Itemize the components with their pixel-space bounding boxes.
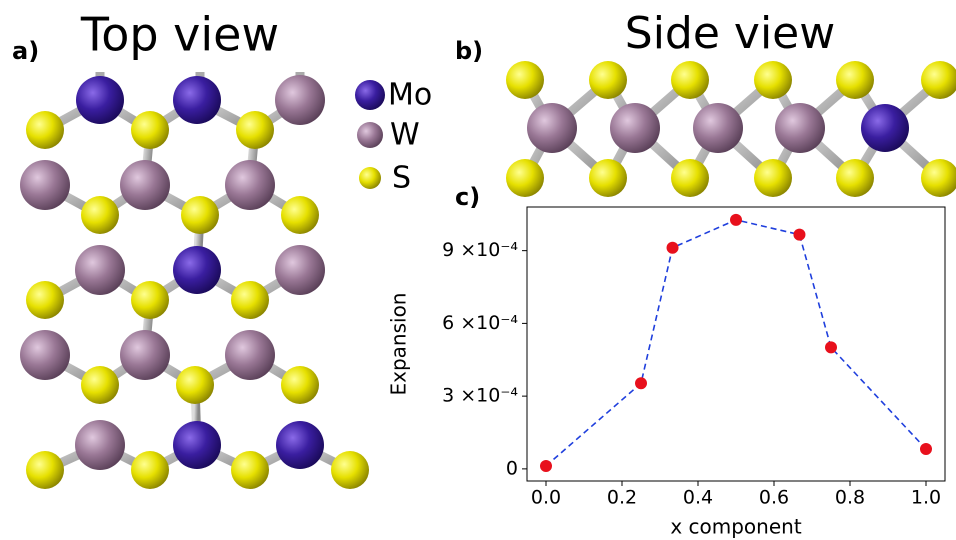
atom (26, 281, 64, 319)
data-point (540, 460, 552, 472)
atom (120, 330, 170, 380)
data-point (793, 229, 805, 241)
atom (775, 103, 825, 153)
legend-label: Mo (388, 78, 432, 113)
atom (173, 246, 221, 294)
atom (754, 159, 792, 197)
atom (81, 196, 119, 234)
atom (26, 111, 64, 149)
y-tick-label: 9 ×10⁻⁴ (442, 239, 518, 261)
panel-title: Top view (80, 8, 279, 62)
structures (20, 61, 956, 489)
y-tick-label: 0 (506, 457, 518, 479)
atom (231, 281, 269, 319)
y-tick-label: 3 ×10⁻⁴ (442, 385, 518, 407)
atom (589, 61, 627, 99)
x-tick-label: 0.2 (607, 487, 637, 509)
atom (81, 366, 119, 404)
legend-label: W (390, 118, 420, 153)
x-tick-label: 0.4 (683, 487, 713, 509)
atom (275, 245, 325, 295)
atom (231, 451, 269, 489)
legend-label: S (392, 161, 411, 196)
atom (861, 104, 909, 152)
series-line (546, 220, 926, 466)
atom (836, 61, 874, 99)
panel-label: a) (12, 37, 39, 65)
atom (173, 421, 221, 469)
legend-swatch (357, 122, 383, 148)
atom (76, 76, 124, 124)
y-tick-label: 6 ×10⁻⁴ (442, 312, 518, 334)
atom (75, 420, 125, 470)
y-axis-label: Expansion (387, 293, 411, 396)
atom (836, 159, 874, 197)
atom (754, 61, 792, 99)
atom (225, 160, 275, 210)
data-point (920, 443, 932, 455)
atom (75, 245, 125, 295)
data-point (825, 341, 837, 353)
plot-frame (527, 207, 945, 481)
atom (236, 111, 274, 149)
atom (527, 103, 577, 153)
atom (275, 75, 325, 125)
panel-label: b) (455, 37, 483, 65)
figure: a) b) c) Top view Side view Mo W S 0.00.… (0, 0, 956, 540)
legend-swatch (359, 167, 381, 189)
atom (120, 160, 170, 210)
atom (281, 366, 319, 404)
x-axis-label: x component (670, 515, 801, 539)
atom (181, 196, 219, 234)
atom (173, 76, 221, 124)
atom (20, 160, 70, 210)
x-tick-label: 0.6 (759, 487, 789, 509)
atom (693, 103, 743, 153)
atom (225, 330, 275, 380)
atom (131, 281, 169, 319)
atom (589, 159, 627, 197)
atom (131, 111, 169, 149)
atom (281, 196, 319, 234)
atom (176, 366, 214, 404)
panel-label: c) (455, 183, 480, 211)
atom (131, 451, 169, 489)
atom (276, 421, 324, 469)
atom (506, 159, 544, 197)
x-tick-label: 0.0 (531, 487, 561, 509)
atom (26, 451, 64, 489)
x-tick-label: 0.8 (835, 487, 865, 509)
x-tick-label: 1.0 (911, 487, 941, 509)
data-point (635, 377, 647, 389)
atom (671, 159, 709, 197)
data-point (730, 214, 742, 226)
panel-title: Side view (625, 8, 835, 59)
atom (610, 103, 660, 153)
atom (331, 451, 369, 489)
atom (506, 61, 544, 99)
atom (671, 61, 709, 99)
data-point (667, 242, 679, 254)
chart: 0.0 0.2 0.4 0.6 0.8 1.0 0 3 ×10⁻⁴ 6 ×10⁻⁴ 9 ×10⁻⁴… (387, 207, 946, 539)
atom (20, 330, 70, 380)
legend-swatch (355, 80, 385, 110)
